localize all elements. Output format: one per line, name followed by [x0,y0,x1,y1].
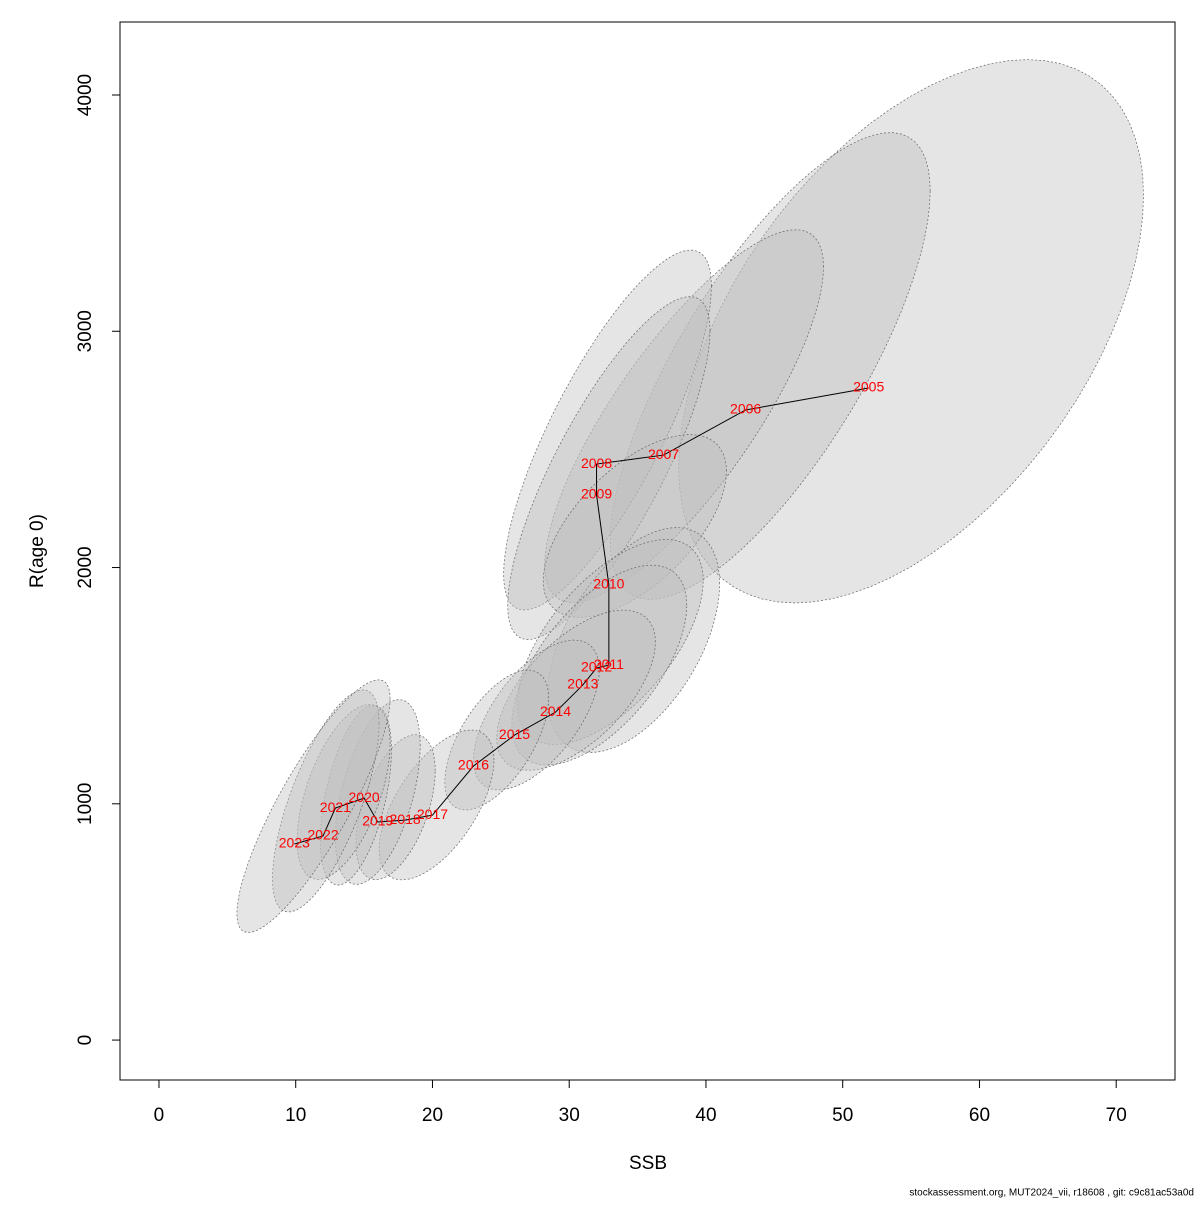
confidence-ellipse [496,609,656,771]
year-label: 2018 [390,811,421,827]
year-label: 2020 [349,789,380,805]
confidence-ellipse [272,689,380,913]
confidence-ellipse [335,699,421,885]
x-tick-label: 20 [422,1105,443,1126]
confidence-ellipse [609,132,931,600]
x-tick-label: 0 [154,1105,165,1126]
confidence-ellipse [507,296,711,640]
year-label: 2019 [362,813,393,829]
year-label: 2017 [417,806,448,822]
x-tick-label: 60 [969,1105,990,1126]
y-tick-label: 1000 [75,783,96,825]
x-tick-label: 40 [695,1105,716,1126]
year-label: 2007 [648,446,679,462]
year-label: 2016 [458,757,489,773]
year-label: 2011 [594,656,624,672]
confidence-ellipse [378,729,495,881]
confidence-ellipse [236,679,391,933]
confidence-ellipse [544,229,824,603]
confidence-ellipse [444,669,550,811]
confidence-ellipse [516,539,704,745]
confidence-ellipse [678,59,1144,604]
confidence-ellipse [296,704,391,880]
confidence-ellipse [503,249,712,611]
x-axis-label: SSB [629,1153,667,1174]
year-label: 2012 [581,659,612,675]
trajectory-line [294,387,869,845]
confidence-ellipse [542,434,727,618]
year-label: 2023 [279,835,310,851]
x-tick-label: 70 [1106,1105,1127,1126]
x-tick-label: 50 [832,1105,853,1126]
year-label: 2021 [320,799,351,815]
year-label: 2014 [540,703,571,719]
x-tick-label: 10 [285,1105,306,1126]
year-label: 2010 [593,576,624,592]
y-tick-label: 0 [75,1035,96,1046]
year-label: 2013 [567,676,598,692]
year-label: 2008 [581,455,612,471]
y-tick-label: 3000 [75,310,96,352]
confidence-ellipse [473,639,600,791]
y-axis-label: R(age 0) [27,514,48,588]
y-tick-label: 2000 [75,546,96,588]
footer: stockassessment.org, MUT2024_vii, r18608… [909,1188,1194,1199]
year-label: 2009 [581,486,612,502]
confidence-ellipse [355,734,436,880]
year-label: 2006 [730,401,761,417]
year-label: 2022 [307,827,338,843]
x-tick-label: 30 [559,1105,580,1126]
year-label: 2015 [499,726,530,742]
year-label: 2005 [853,379,884,395]
confidence-ellipse [546,527,720,753]
y-tick-label: 4000 [75,74,96,116]
